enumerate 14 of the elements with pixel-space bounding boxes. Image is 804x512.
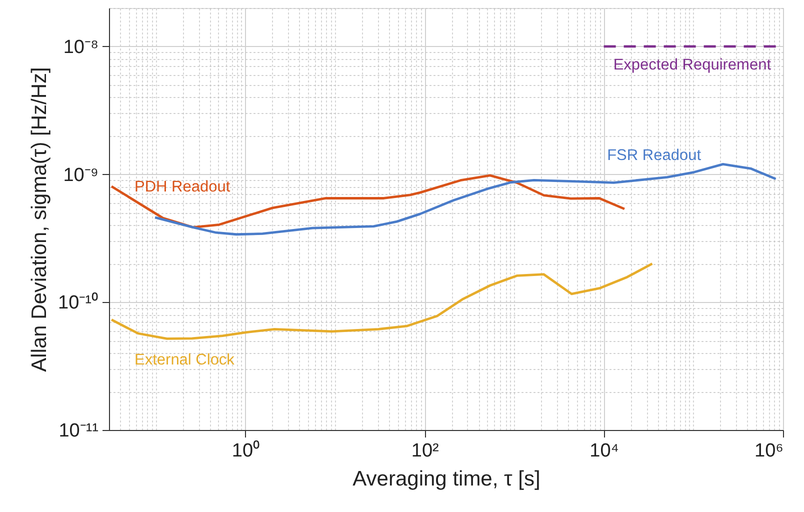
series-label: Expected Requirement (613, 56, 772, 74)
x-tick-label: 10² (411, 440, 439, 462)
y-axis-title: Allan Deviation, sigma(τ) [Hz/Hz] (28, 67, 52, 372)
series-label: FSR Readout (607, 147, 702, 164)
y-tick-label: 10⁻¹¹ (58, 420, 98, 442)
x-tick-label: 10⁰ (232, 440, 260, 462)
x-axis-title: Averaging time, τ [s] (352, 468, 540, 490)
x-tick-label: 10⁴ (590, 440, 619, 462)
y-tick-label: 10⁻¹⁰ (58, 292, 98, 314)
series-label: PDH Readout (134, 178, 231, 196)
y-tick-label: 10⁻⁸ (63, 36, 98, 58)
x-tick-label: 10⁶ (754, 440, 784, 462)
y-tick-label: 10⁻⁹ (63, 164, 98, 186)
series-label: External Clock (134, 352, 235, 369)
